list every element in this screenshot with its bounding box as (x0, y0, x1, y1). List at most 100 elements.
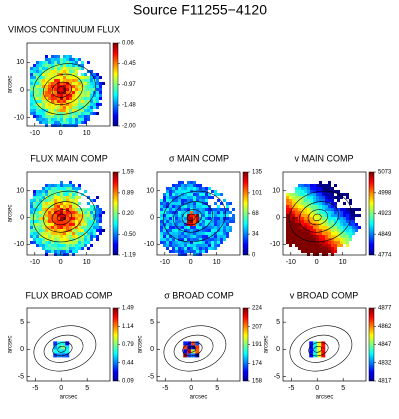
map-pixel (304, 190, 307, 193)
map-pixel (217, 244, 220, 247)
map-pixel (60, 196, 63, 199)
map-pixel (298, 229, 301, 232)
map-pixel (169, 241, 172, 244)
map-pixel (322, 238, 325, 241)
map-pixel (84, 241, 87, 244)
map-pixel (33, 79, 36, 82)
map-pixel (295, 241, 298, 244)
y-tick-label: -10 (14, 115, 24, 122)
map-pixel (169, 208, 172, 211)
map-pixel (322, 250, 325, 253)
map-pixel (310, 232, 313, 235)
map-pixel (87, 76, 90, 79)
map-pixel (295, 232, 298, 235)
map-pixel (199, 220, 202, 223)
map-pixel (81, 64, 84, 67)
map-pixel (72, 187, 75, 190)
x-axis-label: arcsec (190, 395, 208, 401)
map-pixel (208, 238, 211, 241)
map-pixel (42, 244, 45, 247)
map-pixel (69, 187, 72, 190)
map-pixel (181, 184, 184, 187)
map-pixel (220, 241, 223, 244)
map-pixel (166, 199, 169, 202)
x-tick-label: 10 (213, 259, 221, 266)
map-pixel (325, 229, 328, 232)
map-pixel (319, 235, 322, 238)
map-pixel (90, 232, 93, 235)
map-pixel (45, 64, 48, 67)
map-pixel (72, 58, 75, 61)
y-tick-label: 5 (150, 319, 154, 326)
map-pixel (63, 220, 66, 223)
map-pixel (175, 235, 178, 238)
map-pixel (310, 250, 313, 253)
map-pixel (325, 220, 328, 223)
map-pixel (51, 61, 54, 64)
map-pixel (166, 247, 169, 250)
map-pixel (81, 67, 84, 70)
map-pixel (196, 247, 199, 250)
map-pixel (30, 226, 33, 229)
map-pixel (172, 184, 175, 187)
map-pixel (190, 214, 193, 217)
map-pixel (190, 238, 193, 241)
map-pixel (72, 199, 75, 202)
map-pixel (316, 196, 319, 199)
map-pixel (48, 70, 51, 73)
map-pixel (187, 202, 190, 205)
map-pixel (42, 229, 45, 232)
map-pixel (301, 232, 304, 235)
map-pixel (63, 115, 66, 118)
map-pixel (355, 208, 358, 211)
map-pixel (172, 229, 175, 232)
map-pixel (75, 250, 78, 253)
map-pixel (48, 118, 51, 121)
map-pixel (54, 58, 57, 61)
map-pixel (229, 229, 232, 232)
map-pixel (39, 202, 42, 205)
map-pixel (178, 187, 181, 190)
map-pixel (184, 217, 187, 220)
map-pixel (298, 247, 301, 250)
map-pixel (63, 193, 66, 196)
map-pixel (48, 88, 51, 91)
map-pixel (45, 88, 48, 91)
map-pixel (69, 232, 72, 235)
map-pixel (292, 223, 295, 226)
map-pixel (57, 244, 60, 247)
map-pixel (178, 214, 181, 217)
map-pixel (69, 199, 72, 202)
map-pixel (72, 85, 75, 88)
map-pixel (39, 229, 42, 232)
map-pixel (57, 67, 60, 70)
x-tick-label: -10 (286, 259, 296, 266)
map-pixel (349, 214, 352, 217)
map-pixel (63, 67, 66, 70)
plot-frame (282, 307, 367, 382)
map-pixel (292, 199, 295, 202)
map-pixel (42, 199, 45, 202)
map-pixel (331, 199, 334, 202)
map-pixel (69, 244, 72, 247)
map-pixel (93, 232, 96, 235)
map-pixel (42, 202, 45, 205)
colorbar (368, 307, 375, 382)
map-pixel (84, 121, 87, 124)
map-pixel (72, 79, 75, 82)
map-pixel (57, 79, 60, 82)
map-pixel (223, 235, 226, 238)
map-pixel (289, 220, 292, 223)
map-pixel (190, 229, 193, 232)
map-pixel (334, 208, 337, 211)
map-pixel (319, 181, 322, 184)
map-pixel (169, 205, 172, 208)
map-pixel (60, 67, 63, 70)
colorbar-tick-label: 1.49 (122, 306, 134, 312)
map-pixel (295, 229, 298, 232)
map-pixel (184, 250, 187, 253)
colorbar-tick-label: 174 (252, 361, 263, 367)
map-pixel (313, 238, 316, 241)
map-pixel (298, 238, 301, 241)
